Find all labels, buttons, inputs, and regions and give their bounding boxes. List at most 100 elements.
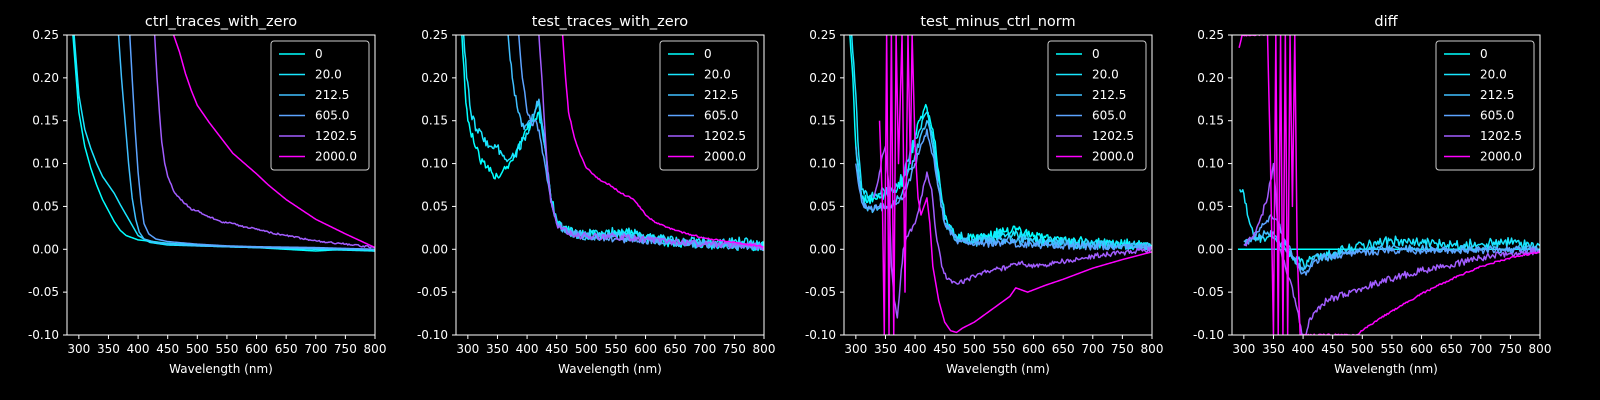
legend-label: 20.0 (1480, 68, 1507, 82)
x-tick-label: 750 (1111, 342, 1134, 356)
series-line-605-0 (855, 128, 1152, 252)
y-tick-label: 0.25 (32, 28, 59, 42)
y-tick-label: 0.00 (421, 242, 448, 256)
x-tick-label: 350 (1262, 342, 1285, 356)
x-tick-label: 800 (1529, 342, 1552, 356)
y-tick-label: 0.05 (1197, 199, 1224, 213)
x-tick-label: 650 (1440, 342, 1463, 356)
y-tick-label: 0.10 (32, 157, 59, 171)
axes-frame (455, 34, 765, 336)
plot-area (72, 35, 375, 252)
y-tick-label: -0.10 (805, 328, 836, 342)
y-tick-label: 0.00 (1197, 242, 1224, 256)
y-tick-label: -0.05 (28, 285, 59, 299)
legend-box (659, 40, 759, 171)
legend: 0 20.0 212.5 605.0 1202.5 2000.0 (1047, 40, 1147, 171)
y-tick-label: 0.15 (809, 114, 836, 128)
axes-frame (1231, 34, 1541, 336)
axes-frame (843, 34, 1153, 336)
series-line-2000-0 (1238, 35, 1540, 335)
y-tick-label: 0.20 (421, 71, 448, 85)
y-tick-label: 0.00 (32, 242, 59, 256)
plot-area (461, 35, 764, 252)
plot-area (1237, 35, 1540, 335)
y-tick-label: 0.25 (1197, 28, 1224, 42)
legend: 0 20.0 212.5 605.0 1202.5 2000.0 (1435, 40, 1535, 171)
legend-label: 0 (1092, 47, 1100, 61)
x-tick-label: 800 (364, 342, 387, 356)
y-tick-label: 0.20 (32, 71, 59, 85)
y-tick-label: 0.05 (32, 199, 59, 213)
x-tick-label: 800 (1141, 342, 1164, 356)
legend: 0 20.0 212.5 605.0 1202.5 2000.0 (270, 40, 370, 171)
legend-label: 605.0 (1480, 109, 1514, 123)
x-tick-label: 750 (723, 342, 746, 356)
series-line-212-5 (855, 119, 1152, 252)
x-tick-label: 700 (1081, 342, 1104, 356)
legend-label: 212.5 (315, 88, 349, 102)
x-tick-label: 500 (1351, 342, 1374, 356)
series-line-2000-0 (878, 35, 1152, 335)
series-line-2000-0 (561, 35, 764, 248)
y-tick-label: 0.05 (809, 199, 836, 213)
y-tick-label: -0.10 (417, 328, 448, 342)
x-tick-label: 600 (1022, 342, 1045, 356)
x-tick-label: 500 (186, 342, 209, 356)
y-tick-label: 0.25 (421, 28, 448, 42)
legend-label: 605.0 (1092, 109, 1126, 123)
panel-3: 300 350 400 450 500 550 600 650 700 750 800 -0.10 -0… (805, 14, 1164, 376)
x-tick-label: 650 (275, 342, 298, 356)
panel-title: test_minus_ctrl_norm (920, 14, 1075, 30)
y-tick-label: 0.20 (1197, 71, 1224, 85)
legend-label: 212.5 (1092, 88, 1126, 102)
x-tick-label: 650 (664, 342, 687, 356)
legend-label: 1202.5 (704, 129, 746, 143)
panel-title: test_traces_with_zero (532, 14, 689, 30)
x-tick-label: 400 (516, 342, 539, 356)
x-axis-label: Wavelength (nm) (558, 362, 662, 376)
x-tick-label: 300 (456, 342, 479, 356)
y-tick-label: 0.10 (421, 157, 448, 171)
x-tick-label: 750 (334, 342, 357, 356)
legend-label: 2000.0 (1480, 150, 1522, 164)
series-line-1202-5 (538, 35, 764, 251)
y-tick-label: 0.15 (1197, 114, 1224, 128)
x-tick-label: 600 (1410, 342, 1433, 356)
legend-label: 0 (315, 47, 323, 61)
x-tick-label: 300 (67, 342, 90, 356)
y-tick-label: 0.20 (809, 71, 836, 85)
y-tick-label: -0.05 (417, 285, 448, 299)
legend-label: 1202.5 (1480, 129, 1522, 143)
x-tick-label: 700 (1469, 342, 1492, 356)
y-tick-label: 0.05 (421, 199, 448, 213)
x-tick-label: 350 (97, 342, 120, 356)
x-tick-label: 750 (1499, 342, 1522, 356)
x-tick-label: 300 (1232, 342, 1255, 356)
x-tick-label: 450 (545, 342, 568, 356)
x-tick-label: 400 (904, 342, 927, 356)
y-tick-label: 0.15 (32, 114, 59, 128)
legend-label: 20.0 (315, 68, 342, 82)
legend-label: 20.0 (1092, 68, 1119, 82)
legend-label: 20.0 (704, 68, 731, 82)
x-tick-label: 550 (604, 342, 627, 356)
x-tick-label: 600 (245, 342, 268, 356)
x-tick-label: 650 (1052, 342, 1075, 356)
panel-title: diff (1374, 14, 1398, 30)
panel-4: 300 350 400 450 500 550 600 650 700 750 800 -0.10 -0… (1193, 14, 1552, 376)
y-tick-label: -0.05 (1193, 285, 1224, 299)
y-tick-label: 0.15 (421, 114, 448, 128)
plot-area (849, 35, 1152, 335)
x-tick-label: 450 (156, 342, 179, 356)
x-tick-label: 600 (634, 342, 657, 356)
legend-label: 2000.0 (315, 150, 357, 164)
series-line-1202-5 (1243, 162, 1540, 335)
legend-box (270, 40, 370, 171)
x-tick-label: 300 (844, 342, 867, 356)
x-tick-label: 450 (933, 342, 956, 356)
x-tick-label: 500 (575, 342, 598, 356)
legend-label: 0 (1480, 47, 1488, 61)
x-tick-label: 800 (753, 342, 776, 356)
legend-label: 212.5 (1480, 88, 1514, 102)
series-line-1202-5 (872, 145, 1152, 319)
